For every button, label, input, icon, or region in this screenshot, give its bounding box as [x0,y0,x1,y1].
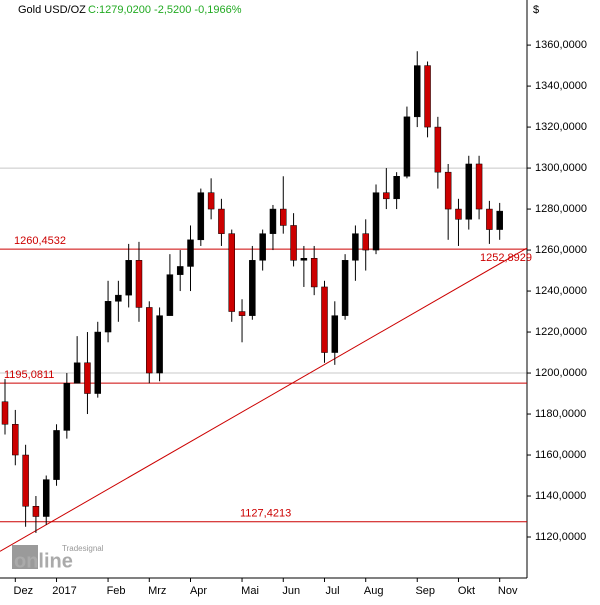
candle-body [84,362,91,394]
candle-body [486,208,493,230]
candle-body [455,208,462,220]
chart-title: Gold USD/OZ [18,4,86,16]
y-tick-label: 1200,0000 [535,367,587,379]
candle-body [166,274,174,316]
y-tick-label: 1360,0000 [535,39,587,51]
x-tick-label: Mrz [148,585,166,597]
candle-body [146,307,153,374]
candle-body [228,233,235,312]
y-tick-label: 1180,0000 [535,408,586,420]
level-label: 1195,0811 [4,369,54,381]
candle-body [393,176,400,200]
logo-text: Tradesignal [62,544,104,553]
candle-body [218,208,225,234]
candle-body [176,266,184,275]
y-tick-label: 1240,0000 [535,285,587,297]
candle-body [413,65,421,118]
candle-body [444,171,452,210]
x-tick-label: Mai [241,585,259,597]
y-unit: $ [533,4,539,16]
candle-body [1,401,9,425]
level-label: 1260,4532 [14,235,66,247]
y-tick-label: 1300,0000 [535,162,587,174]
x-tick-label: Apr [190,585,207,597]
y-tick-label: 1340,0000 [535,80,587,92]
candle-body [372,192,380,251]
candle-body [135,260,143,308]
candle-body [383,192,390,200]
x-tick-label: Feb [107,585,126,597]
x-tick-label: Aug [364,585,384,597]
candle-body [341,260,349,316]
logo-word: online [14,550,73,572]
candle-body [321,286,328,353]
candle-body [94,331,102,394]
candle-body [53,430,60,480]
x-tick-label: 2017 [52,585,76,597]
candle-body [475,163,483,210]
x-tick-label: Dez [14,585,34,597]
candle-body [331,315,339,353]
candle-body [73,362,81,384]
candle-body [249,260,256,316]
candle-body [300,258,308,261]
candle-body [352,233,359,261]
candle-body [125,260,132,296]
y-tick-label: 1260,0000 [535,244,587,256]
x-tick-label: Nov [498,585,518,597]
candle-body [42,479,50,517]
chart-subtitle: C:1279,0200 -2,5200 -0,1966% [88,4,242,16]
candle-body [104,301,112,333]
candle-body [197,192,205,241]
candle-body [403,116,411,177]
candle-body [12,424,19,456]
level-label: 1127,4213 [240,508,291,520]
trend-line [0,247,528,552]
candle-body [280,208,287,226]
trend-label: 1252,8929 [480,252,532,264]
logo-box [12,545,38,569]
candle-body [32,506,40,517]
y-tick-label: 1220,0000 [535,326,587,338]
y-tick-label: 1140,0000 [535,490,586,502]
candle-body [22,454,29,507]
candle-body [156,315,163,374]
candle-body [187,239,194,267]
candle-body [290,225,297,261]
candle-body [434,126,442,173]
candle-body [238,311,246,316]
x-tick-label: Sep [415,585,435,597]
y-tick-label: 1280,0000 [535,203,587,215]
candle-body [207,192,215,210]
candle-body [424,65,431,128]
candle-body [269,208,277,234]
candle-body [259,233,266,261]
candle-body [465,163,473,220]
candle-body [362,233,369,251]
candle-body [496,210,503,230]
logo: Tradesignal online [12,544,104,572]
candle-body [115,294,122,302]
x-tick-label: Jun [282,585,300,597]
y-tick-label: 1320,0000 [535,121,587,133]
candle-body [63,383,71,431]
y-tick-label: 1120,0000 [535,531,586,543]
y-tick-label: 1160,0000 [535,449,586,461]
x-tick-label: Jul [325,585,339,597]
x-tick-label: Okt [458,585,475,597]
candle-body [310,258,318,288]
